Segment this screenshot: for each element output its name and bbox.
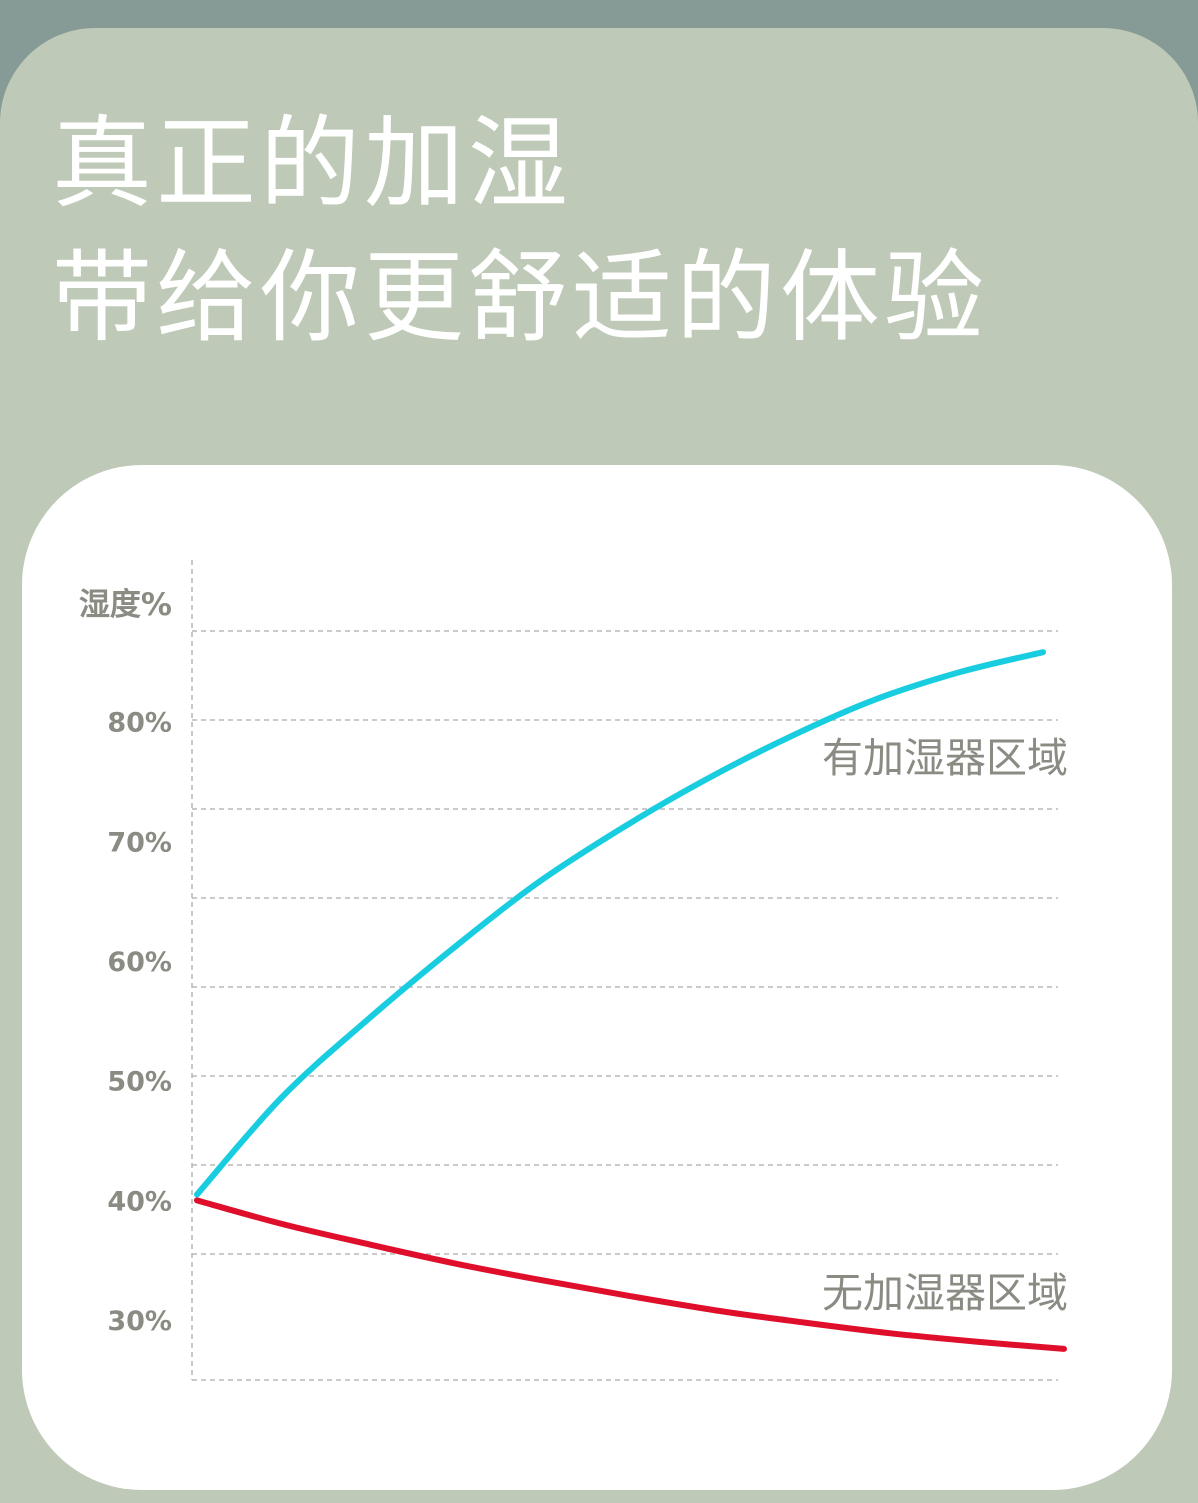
series-label-without-humidifier: 无加湿器区域 [822, 1269, 1068, 1317]
grid-lines [191, 560, 1058, 1381]
title-line-1: 真正的加湿 [52, 105, 572, 222]
y-tick-label: 80% [107, 708, 172, 739]
y-tick-labels: 80% 70% 60% 50% 40% 30% [107, 708, 172, 1338]
series-line-with-humidifier [194, 649, 1046, 1198]
y-tick-label: 30% [107, 1306, 172, 1337]
series-line-without-humidifier [194, 1197, 1067, 1352]
chart-card [22, 465, 1172, 1490]
y-tick-label: 60% [107, 947, 172, 978]
title-line-2: 带给你更舒适的体验 [52, 239, 988, 356]
series-lines [194, 649, 1067, 1352]
y-tick-label: 70% [107, 827, 172, 858]
y-tick-label: 50% [107, 1067, 172, 1098]
y-tick-label: 40% [107, 1186, 172, 1217]
series-label-with-humidifier: 有加湿器区域 [822, 734, 1068, 782]
y-axis-title: 湿度% [79, 587, 172, 623]
